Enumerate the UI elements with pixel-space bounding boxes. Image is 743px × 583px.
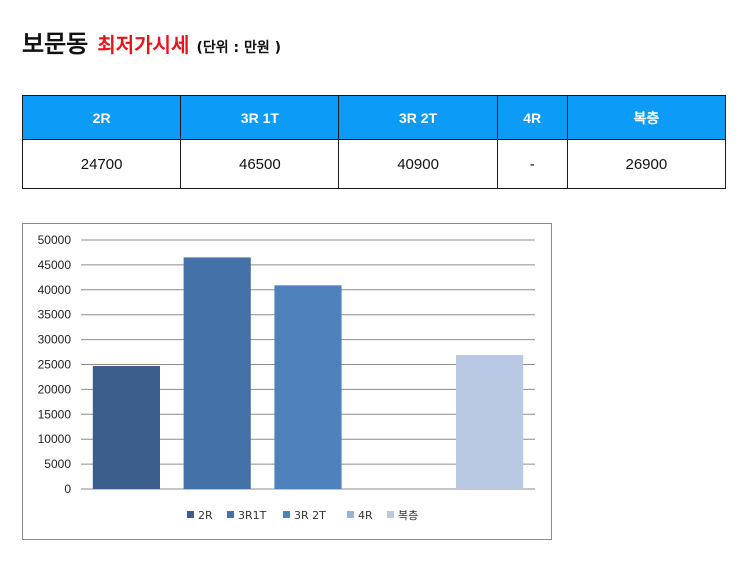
y-tick-label: 45000 bbox=[38, 258, 72, 272]
table-cell: 40900 bbox=[338, 139, 498, 189]
y-tick-label: 15000 bbox=[38, 407, 72, 421]
y-tick-label: 35000 bbox=[38, 308, 72, 322]
price-table: 2R 3R 1T 3R 2T 4R 복층 24700 46500 40900 -… bbox=[21, 95, 727, 189]
subject-label: 최저가시세 bbox=[97, 33, 190, 57]
y-tick-label: 20000 bbox=[38, 382, 72, 396]
legend-swatch bbox=[347, 511, 354, 518]
y-tick-label: 10000 bbox=[38, 432, 72, 446]
table-row: 24700 46500 40900 - 26900 bbox=[21, 139, 727, 189]
column-header: 3R 1T bbox=[180, 95, 340, 140]
y-tick-label: 30000 bbox=[38, 333, 72, 347]
column-header: 복층 bbox=[566, 95, 727, 140]
y-tick-label: 25000 bbox=[38, 358, 72, 372]
legend-label: 4R bbox=[358, 509, 373, 522]
legend-swatch bbox=[283, 511, 290, 518]
legend-label: 2R bbox=[198, 509, 213, 522]
chart-svg: 5000045000400003500030000250002000015000… bbox=[38, 233, 535, 522]
bar-1 bbox=[183, 257, 251, 489]
bar-2 bbox=[274, 285, 342, 489]
table-cell: 26900 bbox=[566, 139, 727, 189]
y-tick-label: 50000 bbox=[38, 233, 72, 247]
table-cell: 46500 bbox=[180, 139, 340, 189]
table-cell: 24700 bbox=[21, 139, 182, 189]
legend-label: 복층 bbox=[398, 509, 418, 522]
legend-label: 3R 2T bbox=[294, 509, 326, 522]
column-header: 2R bbox=[21, 95, 182, 140]
table-cell: - bbox=[496, 139, 568, 189]
y-tick-label: 5000 bbox=[44, 457, 71, 471]
legend-label: 3R1T bbox=[238, 509, 267, 522]
column-header: 3R 2T bbox=[338, 95, 498, 140]
legend-swatch bbox=[387, 511, 394, 518]
y-tick-label: 40000 bbox=[38, 283, 72, 297]
legend-swatch bbox=[227, 511, 234, 518]
place-name: 보문동 bbox=[22, 30, 89, 58]
y-tick-label: 0 bbox=[64, 482, 71, 496]
page-title: 보문동 최저가시세 (단위 : 만원 ) bbox=[22, 24, 281, 59]
table-header-row: 2R 3R 1T 3R 2T 4R 복층 bbox=[21, 95, 727, 140]
legend-swatch bbox=[187, 511, 194, 518]
price-chart: 50000 45000 40000 35000 30000 25000 20000 15000… bbox=[22, 223, 552, 540]
column-header: 4R bbox=[496, 95, 568, 140]
bar-4 bbox=[456, 355, 524, 489]
unit-label: (단위 : 만원 ) bbox=[196, 40, 281, 56]
bar-0 bbox=[92, 365, 160, 489]
